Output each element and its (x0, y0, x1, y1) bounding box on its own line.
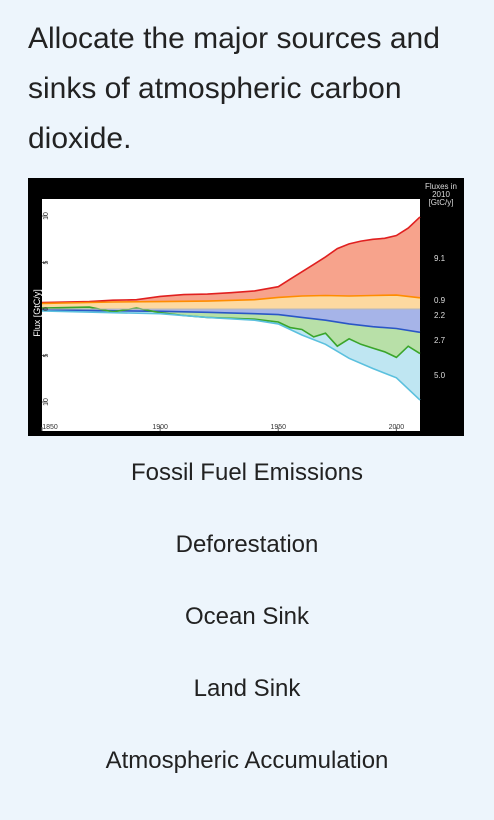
legend-value: 2.2 (434, 311, 446, 320)
option-ocean-sink[interactable]: Ocean Sink (184, 603, 310, 630)
x-tick-label: 2000 (389, 424, 405, 431)
legend-value: 5.0 (434, 371, 446, 380)
series-area-1 (42, 295, 420, 309)
legend-value: 2.7 (434, 336, 446, 345)
series-area-2 (42, 309, 420, 333)
y-tick-label: 10 (43, 398, 50, 406)
series-line-1 (41, 294, 421, 305)
question-text: Allocate the major sources and sinks of … (28, 22, 440, 155)
option-fossil-fuel-emissions[interactable]: Fossil Fuel Emissions (130, 459, 364, 486)
series-area-0 (42, 216, 420, 309)
carbon-flux-chart: 10 5 0 5 10 1850 1900 1950 2000 Flux [GtC/y] Fl… (28, 178, 464, 436)
series-line-0 (41, 216, 421, 304)
y-tick-label: 5 (43, 260, 50, 264)
option-land-sink[interactable]: Land Sink (193, 675, 301, 702)
x-tick-label: 1850 (42, 424, 58, 431)
y-axis-label: Flux [GtC/y] (32, 289, 42, 337)
y-tick-label: 5 (43, 353, 50, 357)
x-tick-label: 1950 (270, 424, 286, 431)
series-line-2 (41, 309, 421, 334)
series-line-4 (41, 310, 421, 401)
legend-value: 9.1 (434, 254, 446, 263)
y-tick-label: 0 (43, 307, 50, 311)
series-line-3 (41, 306, 421, 359)
x-tick-label: 1900 (152, 424, 168, 431)
option-atmospheric-accumulation[interactable]: Atmospheric Accumulation (105, 747, 389, 774)
option-deforestation[interactable]: Deforestation (175, 531, 319, 558)
legend-title: Fluxes in 2010 [GtC/y] (425, 182, 457, 207)
y-tick-label: 10 (43, 212, 50, 220)
legend-value: 0.9 (434, 296, 446, 305)
